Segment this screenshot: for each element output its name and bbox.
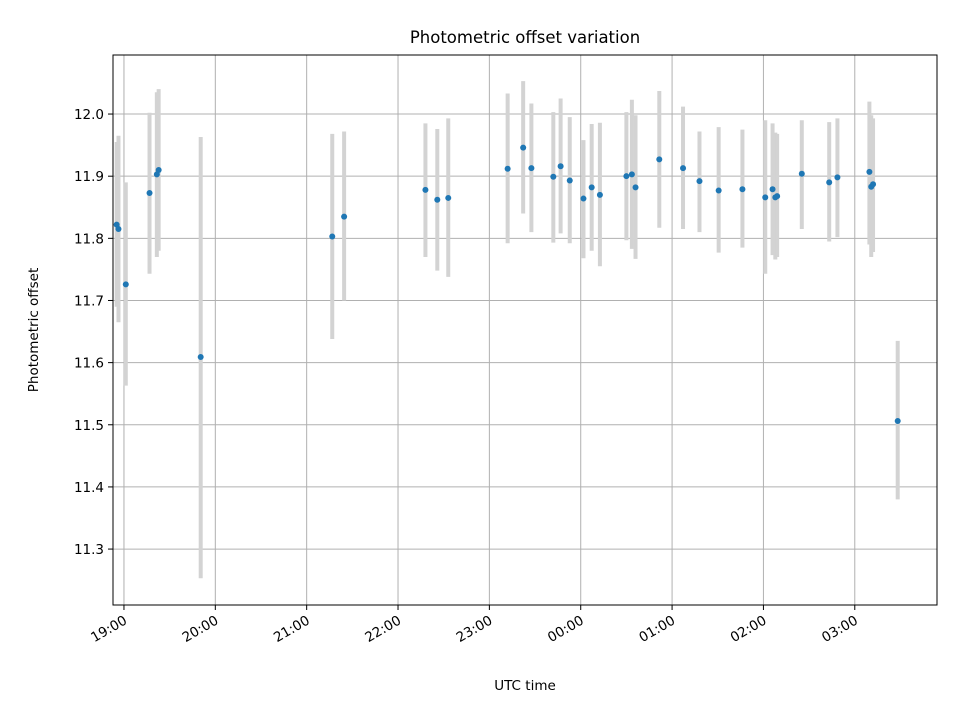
data-point [894,418,901,425]
y-tick-label: 11.5 [74,418,104,434]
data-point [628,171,635,178]
data-point [122,281,129,288]
data-point [870,181,877,188]
data-point [715,187,722,194]
data-point [341,213,348,220]
data-point [826,179,833,186]
x-axis-label: UTC time [494,678,556,694]
data-point [445,194,452,201]
data-point [680,165,687,172]
data-point [550,173,557,180]
data-point [866,168,873,175]
data-point [596,191,603,198]
data-point [588,184,595,191]
data-point [623,173,630,180]
data-point [696,178,703,185]
y-tick-label: 11.7 [74,293,104,309]
data-point [566,177,573,184]
y-tick-label: 11.6 [74,356,104,372]
y-tick-label: 11.3 [74,542,104,558]
y-axis-label: Photometric offset [26,268,42,392]
data-point [557,163,564,170]
data-point [798,170,805,177]
data-point [504,165,511,172]
data-points [113,144,901,425]
y-tick-label: 11.4 [74,480,104,496]
data-point [580,195,587,202]
data-point [762,194,769,201]
y-axis-ticks: 11.3 11.4 11.5 11.6 11.7 11.8 11.9 12.0 [74,107,113,558]
data-point [656,156,663,163]
data-point [632,184,639,191]
y-tick-label: 11.8 [74,231,104,247]
data-point [434,196,441,203]
data-point [115,226,122,233]
chart-title: Photometric offset variation [410,28,640,47]
data-point [834,174,841,181]
data-point [422,186,429,193]
plot-frame [112,54,938,606]
y-tick-label: 11.9 [74,169,104,185]
y-tick-label: 12.0 [74,107,104,123]
data-point [155,166,162,173]
data-point [146,189,153,196]
data-point [739,186,746,193]
data-point [528,165,535,172]
data-point [774,193,781,200]
data-point [329,233,336,240]
data-point [769,186,776,193]
data-point [520,144,527,151]
data-point [197,354,204,361]
